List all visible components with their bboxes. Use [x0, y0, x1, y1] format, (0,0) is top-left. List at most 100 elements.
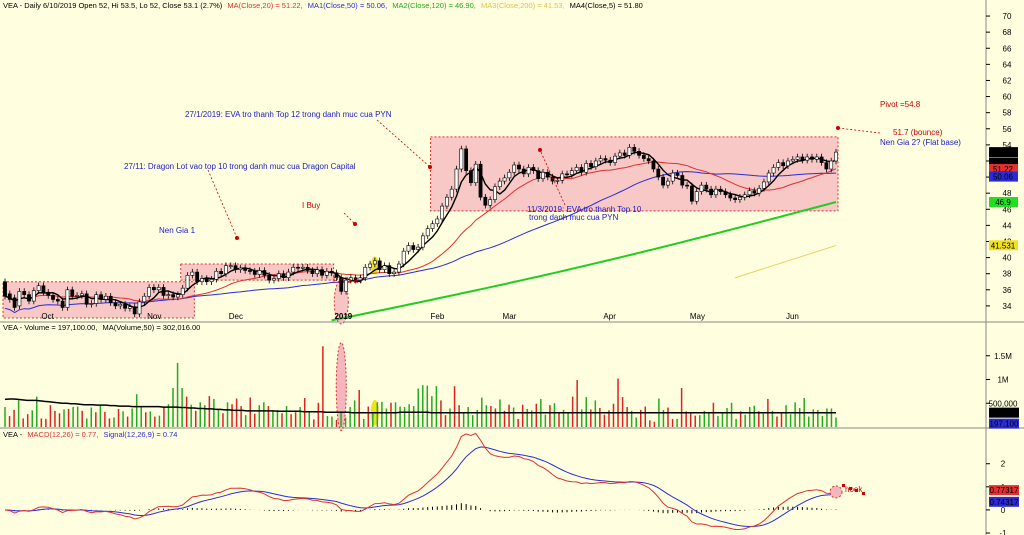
candle	[502, 174, 507, 185]
annotation-pin-bar: Pin b a r	[333, 276, 363, 285]
price-tick-label: 68	[1003, 28, 1012, 37]
month-label: Apr	[603, 312, 616, 321]
ma50-line	[4, 171, 837, 314]
last-value-badge: 51.8	[989, 157, 1018, 168]
price-tick-label: 48	[1003, 189, 1012, 198]
candle	[103, 293, 108, 303]
candle	[368, 260, 372, 271]
macd-last-value-badge: 0.74317	[989, 496, 1019, 507]
candle	[185, 272, 190, 292]
candle	[401, 247, 406, 268]
candle	[469, 167, 473, 186]
candle	[195, 268, 200, 285]
candle	[430, 220, 435, 232]
candle	[315, 266, 320, 277]
candle	[459, 145, 464, 173]
ma200-line	[734, 245, 837, 279]
candle	[454, 165, 459, 193]
candle	[834, 148, 838, 165]
candle	[209, 276, 214, 285]
candle	[531, 164, 536, 174]
candle	[440, 202, 445, 223]
candle	[65, 286, 70, 311]
svg-text:53.1: 53.1	[995, 148, 1011, 157]
candle	[84, 290, 89, 308]
candle	[425, 225, 430, 240]
candle	[790, 156, 795, 165]
candle	[396, 260, 401, 276]
candle	[608, 156, 613, 166]
candle	[718, 185, 723, 195]
volume-tick-label: 1M	[997, 376, 1008, 385]
price-header-ma5: MA4(Close,5) = 51.80	[570, 1, 643, 10]
candle	[334, 269, 339, 281]
annotation-nen-gia-1: Nen Gia 1	[159, 226, 196, 235]
candle	[324, 268, 329, 279]
candle	[449, 185, 454, 201]
candle	[565, 170, 569, 178]
macd-last-value-badge: 0.77317	[989, 485, 1019, 496]
month-label: Feb	[431, 312, 445, 321]
svg-text:51.8: 51.8	[995, 159, 1011, 168]
candle	[281, 270, 286, 281]
candle	[445, 193, 449, 210]
candle	[238, 264, 243, 273]
candle	[224, 262, 228, 277]
candle	[786, 157, 790, 170]
volume-header-label: VEA - Volume = 197,100.00,	[3, 323, 97, 332]
last-value-badge: 53.1	[989, 147, 1018, 158]
month-label: Oct	[41, 312, 54, 321]
candle	[142, 293, 147, 306]
volume-header: VEA - Volume = 197,100.00, MA(Volume,50)…	[3, 323, 200, 332]
price-tick-label: 36	[1003, 286, 1012, 295]
candle	[646, 155, 651, 165]
candle	[421, 232, 425, 251]
macd-header-macd: MACD(12,26) = 0.77,	[27, 430, 98, 439]
volume-tick-label: 1.5M	[994, 352, 1012, 361]
price-tick-label: 58	[1003, 109, 1012, 118]
month-label: Mar	[503, 312, 517, 321]
macd-line	[4, 432, 837, 530]
svg-text:51.22: 51.22	[993, 165, 1014, 174]
volume-ma50-line	[4, 398, 837, 414]
price-tick-label: 60	[1003, 93, 1012, 102]
volume-header-ma: MA(Volume,50) = 302,016.00	[103, 323, 201, 332]
candle	[243, 264, 248, 274]
hook-marker	[855, 489, 858, 492]
candle	[810, 153, 814, 163]
candle	[641, 152, 646, 162]
candle	[7, 290, 12, 303]
candle	[824, 159, 829, 173]
price-panel: 34363840424446485052545658606264666870Oc…	[2, 12, 1018, 325]
hook-marker	[849, 487, 852, 490]
candle	[814, 153, 819, 163]
candle	[233, 262, 238, 273]
month-label: May	[690, 312, 705, 321]
candle	[560, 170, 565, 184]
macd-header-label: VEA -	[3, 430, 23, 439]
candle	[55, 296, 60, 305]
candle	[723, 188, 728, 199]
candle	[31, 287, 36, 305]
candle	[387, 262, 392, 277]
candle	[12, 294, 17, 311]
candle	[699, 181, 704, 195]
annotation-pyn-top10-line2: trong danh muc cua PYN	[529, 213, 619, 222]
candle	[320, 266, 324, 279]
candle	[493, 183, 497, 203]
candle	[300, 264, 305, 272]
candle	[661, 173, 665, 189]
candle	[353, 274, 358, 284]
candle	[757, 185, 762, 197]
month-label: Nov	[147, 312, 161, 321]
candle	[132, 303, 137, 318]
candle	[507, 169, 512, 182]
candle	[771, 164, 776, 177]
price-tick-label: 70	[1003, 12, 1012, 21]
candle	[589, 160, 593, 170]
svg-text:0.74317: 0.74317	[990, 498, 1019, 507]
macd-header: VEA - MACD(12,26) = 0.77, Signal(12,26,9…	[3, 430, 177, 439]
macd-tick-label: 2	[1001, 460, 1006, 469]
